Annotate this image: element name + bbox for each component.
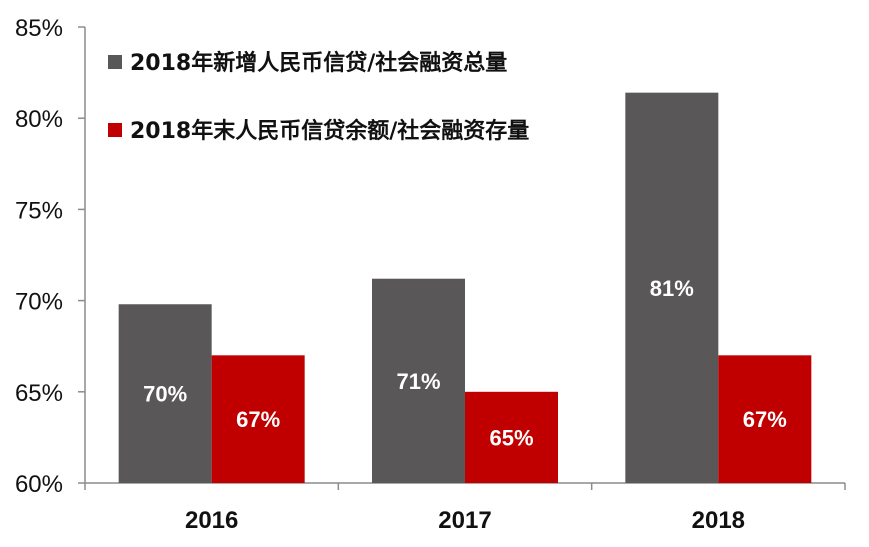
data-label: 67%	[236, 407, 280, 432]
y-tick-label: 65%	[15, 380, 63, 407]
data-label: 65%	[489, 425, 533, 450]
data-label: 70%	[143, 382, 187, 407]
bar	[625, 92, 719, 483]
x-tick-label: 2018	[692, 507, 745, 534]
legend-label: 2018年末人民币信贷余额/社会融资存量	[130, 118, 529, 144]
data-label: 71%	[396, 369, 440, 394]
legend-label: 2018年新增人民币信贷/社会融资总量	[130, 50, 507, 76]
bar	[372, 278, 465, 483]
bar	[718, 355, 812, 483]
x-tick-label: 2017	[438, 507, 491, 534]
bar	[118, 304, 212, 483]
legend-swatch	[108, 123, 122, 137]
y-tick-label: 60%	[15, 471, 63, 498]
data-label: 81%	[650, 276, 694, 301]
bar	[211, 355, 305, 483]
data-label: 67%	[743, 407, 787, 432]
bar	[465, 391, 558, 483]
y-tick-label: 80%	[15, 106, 63, 133]
x-tick-label: 2016	[185, 507, 238, 534]
y-tick-label: 75%	[15, 197, 63, 224]
y-tick-label: 85%	[15, 15, 63, 42]
legend-swatch	[108, 55, 122, 69]
y-tick-label: 70%	[15, 289, 63, 316]
